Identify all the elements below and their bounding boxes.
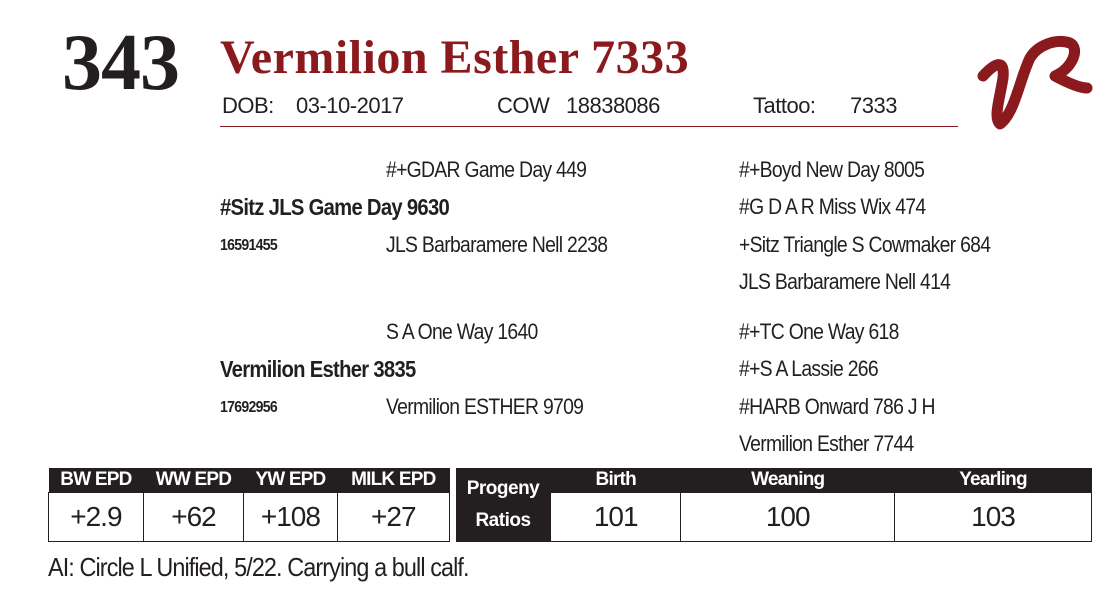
dam-reg: 17692956 <box>220 399 278 416</box>
tattoo-label: Tattoo: <box>753 93 816 118</box>
tattoo-value: 7333 <box>850 93 897 118</box>
dam-dam-dam: Vermilion Esther 7744 <box>739 431 914 456</box>
sire-sire-dam: #G D A R Miss Wix 474 <box>739 194 926 219</box>
sire-dam-dam: JLS Barbaramere Nell 414 <box>739 269 951 294</box>
sire-reg: 16591455 <box>220 237 278 254</box>
epd-header: WW EPD <box>143 468 244 493</box>
epd-value: +27 <box>336 492 451 542</box>
lot-number: 343 <box>62 19 180 107</box>
progeny-value: 100 <box>680 492 896 542</box>
epd-value: +62 <box>142 492 245 542</box>
epd-value: +108 <box>243 492 338 542</box>
registration-number: 18838086 <box>566 93 660 118</box>
epd-header: BW EPD <box>48 468 144 493</box>
dob-value: 03-10-2017 <box>296 93 404 118</box>
ratios-label: Ratios <box>475 509 531 531</box>
sire-sire-sire: #+Boyd New Day 8005 <box>739 157 925 182</box>
sire-sire: #+GDAR Game Day 449 <box>386 157 587 182</box>
sire-dam: JLS Barbaramere Nell 2238 <box>386 232 608 257</box>
progeny-value: 103 <box>894 492 1092 542</box>
sire-name: #Sitz JLS Game Day 9630 <box>220 194 450 220</box>
dam-sire: S A One Way 1640 <box>386 319 538 344</box>
dam-sire-dam: #+S A Lassie 266 <box>739 356 879 381</box>
registration-label: COW <box>497 93 550 118</box>
epd-value: +2.9 <box>48 492 144 542</box>
dam-name: Vermilion Esther 3835 <box>220 356 416 382</box>
progeny-header: Birth <box>550 468 681 493</box>
footnote: AI: Circle L Unified, 5/22. Carrying a b… <box>48 552 470 582</box>
header-divider <box>220 126 958 127</box>
animal-name: Vermilion Esther 7333 <box>220 31 690 84</box>
progeny-value: 101 <box>549 492 682 542</box>
epd-table: BW EPD WW EPD YW EPD MILK EPD +2.9 +62 +… <box>48 468 451 542</box>
sire-dam-sire: +Sitz Triangle S Cowmaker 684 <box>739 232 991 257</box>
vr-logo <box>977 36 1093 130</box>
progeny-ratios-label: Progeny Ratios <box>456 468 551 542</box>
epd-header: YW EPD <box>243 468 338 493</box>
dam-dam-sire: #HARB Onward 786 J H <box>739 394 935 419</box>
progeny-header: Yearling <box>894 468 1092 493</box>
dam-dam: Vermilion ESTHER 9709 <box>386 394 584 419</box>
progeny-label: Progeny <box>466 477 540 499</box>
dob-label: DOB: <box>222 93 274 118</box>
progeny-ratios-table: Progeny Ratios Birth Weaning Yearling 10… <box>456 468 1092 542</box>
dam-sire-sire: #+TC One Way 618 <box>739 319 899 344</box>
epd-header: MILK EPD <box>337 468 450 493</box>
progeny-header: Weaning <box>680 468 895 493</box>
